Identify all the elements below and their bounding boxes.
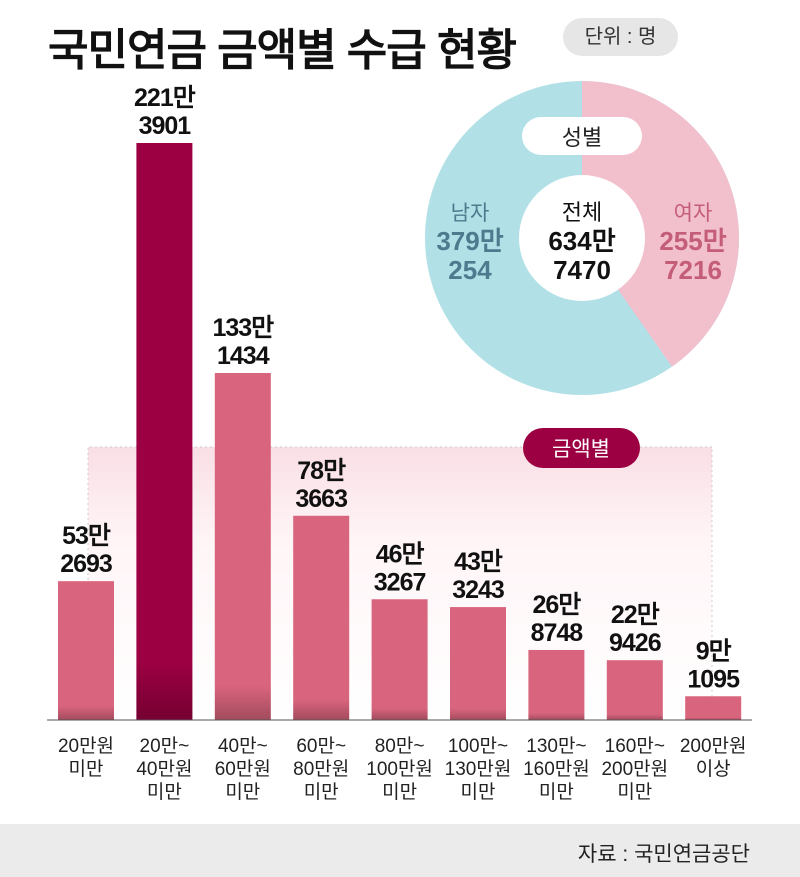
- category-label: 40만~: [218, 735, 268, 757]
- bar-shade: [293, 515, 350, 720]
- category-label: 20만~: [140, 735, 190, 757]
- category-label: 80만원: [293, 758, 349, 780]
- unit-badge: 단위 : 명: [563, 18, 678, 56]
- gender-badge: [522, 117, 642, 155]
- donut-hole: [519, 175, 645, 301]
- slice-name: 여자: [674, 202, 713, 225]
- bar-value-label: 3901: [139, 112, 192, 140]
- category-label: 미만: [69, 758, 104, 780]
- bar-value-label: 22만: [611, 601, 660, 629]
- bar-shade: [58, 581, 114, 720]
- bar-shade: [450, 607, 506, 720]
- bar-value-label: 2693: [60, 550, 112, 578]
- slice-value: 7216: [664, 255, 722, 285]
- footer: 자료 : 국민연금공단: [0, 824, 800, 877]
- bar-series: 53만269320만원미만221만390120만~40만원미만133만14344…: [58, 84, 747, 803]
- bar-shade: [606, 660, 663, 720]
- bar-value-label: 3243: [452, 576, 504, 604]
- bar-shade: [214, 372, 271, 720]
- bar-value-label: 3267: [374, 568, 426, 596]
- category-label: 60만~: [296, 735, 346, 757]
- center-value: 634만: [548, 226, 615, 256]
- bar-value-label: 9만: [696, 637, 732, 665]
- category-label: 100만원: [366, 758, 433, 780]
- bar-value-label: 3663: [295, 485, 347, 513]
- slice-name: 남자: [451, 202, 490, 225]
- center-label: 전체: [562, 200, 602, 225]
- center-value: 7470: [553, 255, 611, 285]
- bar-value-label: 1434: [217, 342, 270, 370]
- bar-value-label: 26만: [532, 591, 581, 619]
- category-label: 80만~: [375, 735, 425, 757]
- category-label: 미만: [225, 781, 260, 803]
- category-label: 160만원: [523, 758, 590, 780]
- amount-badge: 금액별: [523, 428, 640, 468]
- slice-value: 379만: [436, 226, 503, 256]
- bar-shade: [371, 599, 428, 720]
- category-label: 200만원: [680, 735, 747, 757]
- chart-title: 국민연금 금액별 수급 현황: [48, 26, 517, 75]
- bar-value-label: 8748: [531, 619, 584, 647]
- category-label: 미만: [147, 781, 182, 803]
- source-note: 자료 : 국민연금공단: [577, 843, 750, 866]
- bar-value-label: 221만: [134, 84, 196, 112]
- category-label: 미만: [539, 781, 574, 803]
- category-label: 이상: [696, 758, 731, 780]
- slice-value: 254: [448, 255, 492, 285]
- category-label: 130만~: [526, 735, 586, 757]
- category-label: 미만: [461, 781, 496, 803]
- category-label: 160만~: [605, 735, 665, 757]
- category-label: 200만원: [601, 758, 668, 780]
- category-label: 미만: [617, 781, 652, 803]
- bar-value-label: 46만: [376, 540, 425, 568]
- bar-shade: [528, 649, 585, 720]
- category-label: 100만~: [448, 735, 508, 757]
- bar-shade: [685, 696, 742, 720]
- amount-badge-label: 금액별: [552, 438, 610, 461]
- bar-value-label: 1095: [687, 665, 740, 693]
- bar-shade: [136, 143, 193, 720]
- bar-value-label: 43만: [454, 548, 503, 576]
- category-label: 130만원: [445, 758, 512, 780]
- slice-value: 255만: [659, 226, 726, 256]
- category-label: 60만원: [215, 758, 271, 780]
- bar-value-label: 78만: [297, 457, 346, 485]
- category-label: 20만원: [58, 735, 114, 757]
- gender-badge-label: 성별: [562, 125, 602, 150]
- category-label: 미만: [304, 781, 339, 803]
- bar-value-label: 53만: [62, 522, 111, 550]
- bar-value-label: 9426: [609, 629, 661, 657]
- category-label: 40만원: [136, 758, 192, 780]
- bar-value-label: 133만: [212, 314, 274, 342]
- category-label: 미만: [382, 781, 417, 803]
